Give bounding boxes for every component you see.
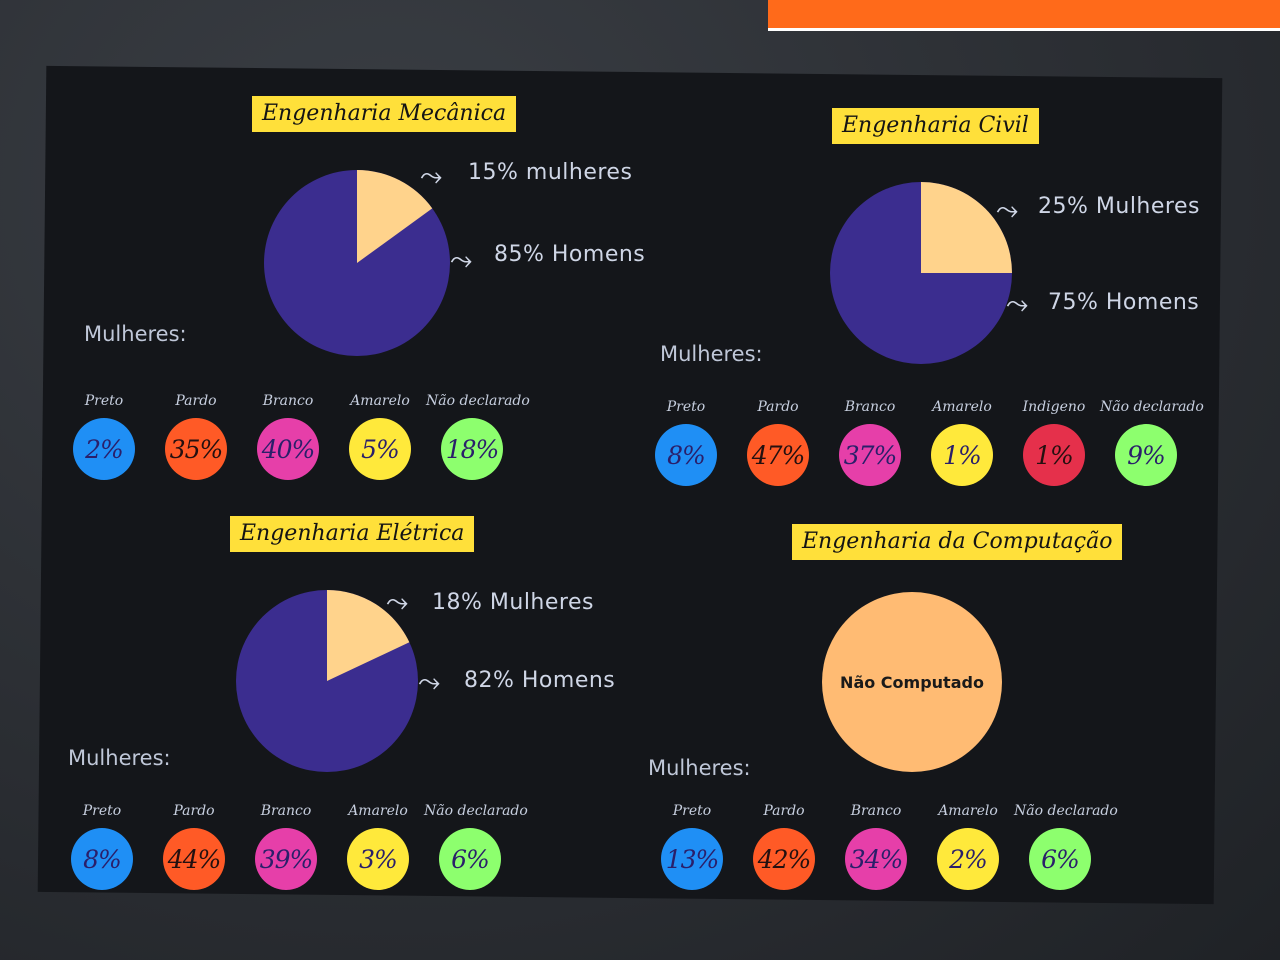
arrow-icon: ⤳ <box>450 243 473 276</box>
race-label: Pardo <box>175 393 217 409</box>
race-label: Preto <box>82 803 122 819</box>
race-label: Amarelo <box>348 803 408 819</box>
race-stat-item: Preto 8% <box>640 396 732 486</box>
race-percent-circle: 40% <box>257 418 319 480</box>
race-stat-item: Amarelo 3% <box>332 800 424 890</box>
race-percent-circle: 9% <box>1115 424 1177 486</box>
race-stat-item: Indigeno 1% <box>1008 396 1100 486</box>
race-label: Branco <box>260 803 312 819</box>
arrow-icon: ⤳ <box>420 159 443 192</box>
race-stat-item: Preto 8% <box>56 800 148 890</box>
race-label: Pardo <box>173 803 215 819</box>
race-percent-circle: 8% <box>71 828 133 890</box>
race-stat-item: Pardo 44% <box>148 800 240 890</box>
race-percent-circle: 47% <box>747 424 809 486</box>
race-label: Não declarado <box>426 393 530 409</box>
race-stats: Preto 8% Pardo 47% Branco 37% Amarelo 1% Indigen… <box>640 396 1204 486</box>
race-stat-item: Pardo 42% <box>738 800 830 890</box>
pie-slice-mulheres <box>327 590 410 681</box>
arrow-icon: ⤳ <box>418 665 441 698</box>
race-label: Branco <box>844 399 896 415</box>
race-stat-item: Não declarado 6% <box>424 800 528 890</box>
mulheres-label: Mulheres: <box>68 746 171 770</box>
race-label: Indigeno <box>1022 399 1086 415</box>
race-label: Preto <box>672 803 712 819</box>
race-label: Preto <box>666 399 706 415</box>
race-stat-item: Branco 34% <box>830 800 922 890</box>
panel-title: Engenharia Mecânica <box>252 96 517 132</box>
not-computed-circle: Não Computado <box>822 592 1002 772</box>
annot-homens: 85% Homens <box>494 242 646 267</box>
race-percent-circle: 44% <box>163 828 225 890</box>
gender-pie-chart <box>236 590 418 772</box>
race-stats: Preto 8% Pardo 44% Branco 39% Amarelo 3% Não dec… <box>56 800 528 890</box>
annot-homens: 75% Homens <box>1048 290 1200 315</box>
race-percent-circle: 1% <box>1023 424 1085 486</box>
gender-pie-chart <box>830 182 1012 364</box>
mulheres-label: Mulheres: <box>84 322 187 346</box>
annot-mulheres: 18% Mulheres <box>432 590 594 615</box>
race-percent-circle: 39% <box>255 828 317 890</box>
race-stats: Preto 13% Pardo 42% Branco 34% Amarelo 2% Não de… <box>646 800 1118 890</box>
race-percent-circle: 6% <box>439 828 501 890</box>
race-percent-circle: 18% <box>441 418 503 480</box>
race-percent-circle: 35% <box>165 418 227 480</box>
race-label: Amarelo <box>938 803 998 819</box>
annot-mulheres: 15% mulheres <box>468 160 633 185</box>
race-stat-item: Não declarado 6% <box>1014 800 1118 890</box>
race-stat-item: Branco 40% <box>242 390 334 480</box>
race-percent-circle: 1% <box>931 424 993 486</box>
mulheres-label: Mulheres: <box>648 756 751 780</box>
race-percent-circle: 8% <box>655 424 717 486</box>
arrow-icon: ⤳ <box>386 585 409 618</box>
race-stat-item: Branco 37% <box>824 396 916 486</box>
race-percent-circle: 34% <box>845 828 907 890</box>
race-label: Amarelo <box>350 393 410 409</box>
orange-paper-strip <box>768 0 1280 31</box>
panel-title: Engenharia Elétrica <box>230 516 475 552</box>
race-stat-item: Amarelo 1% <box>916 396 1008 486</box>
race-label: Não declarado <box>1014 803 1118 819</box>
race-label: Pardo <box>763 803 805 819</box>
race-label: Pardo <box>757 399 799 415</box>
race-stat-item: Pardo 35% <box>150 390 242 480</box>
race-label: Não declarado <box>424 803 528 819</box>
panel-title: Engenharia da Computação <box>792 524 1123 560</box>
race-stat-item: Não declarado 18% <box>426 390 530 480</box>
gender-pie-chart <box>264 170 450 356</box>
race-label: Amarelo <box>932 399 992 415</box>
pie-slice-mulheres <box>921 182 1012 273</box>
race-percent-circle: 2% <box>937 828 999 890</box>
race-stats: Preto 2% Pardo 35% Branco 40% Amarelo 5% Não dec… <box>58 390 530 480</box>
race-percent-circle: 6% <box>1029 828 1091 890</box>
race-percent-circle: 2% <box>73 418 135 480</box>
annot-mulheres: 25% Mulheres <box>1038 194 1200 219</box>
race-percent-circle: 37% <box>839 424 901 486</box>
mulheres-label: Mulheres: <box>660 342 763 366</box>
race-label: Branco <box>262 393 314 409</box>
race-percent-circle: 42% <box>753 828 815 890</box>
panel-title: Engenharia Civil <box>832 108 1039 144</box>
race-stat-item: Preto 13% <box>646 800 738 890</box>
race-stat-item: Não declarado 9% <box>1100 396 1204 486</box>
race-stat-item: Amarelo 2% <box>922 800 1014 890</box>
race-label: Branco <box>850 803 902 819</box>
race-percent-circle: 3% <box>347 828 409 890</box>
annot-homens: 82% Homens <box>464 668 616 693</box>
race-stat-item: Amarelo 5% <box>334 390 426 480</box>
arrow-icon: ⤳ <box>996 193 1019 226</box>
race-label: Preto <box>84 393 124 409</box>
race-percent-circle: 5% <box>349 418 411 480</box>
pie-slice-mulheres <box>357 170 433 263</box>
race-label: Não declarado <box>1100 399 1204 415</box>
race-stat-item: Pardo 47% <box>732 396 824 486</box>
race-stat-item: Preto 2% <box>58 390 150 480</box>
race-stat-item: Branco 39% <box>240 800 332 890</box>
arrow-icon: ⤳ <box>1006 287 1029 320</box>
race-percent-circle: 13% <box>661 828 723 890</box>
